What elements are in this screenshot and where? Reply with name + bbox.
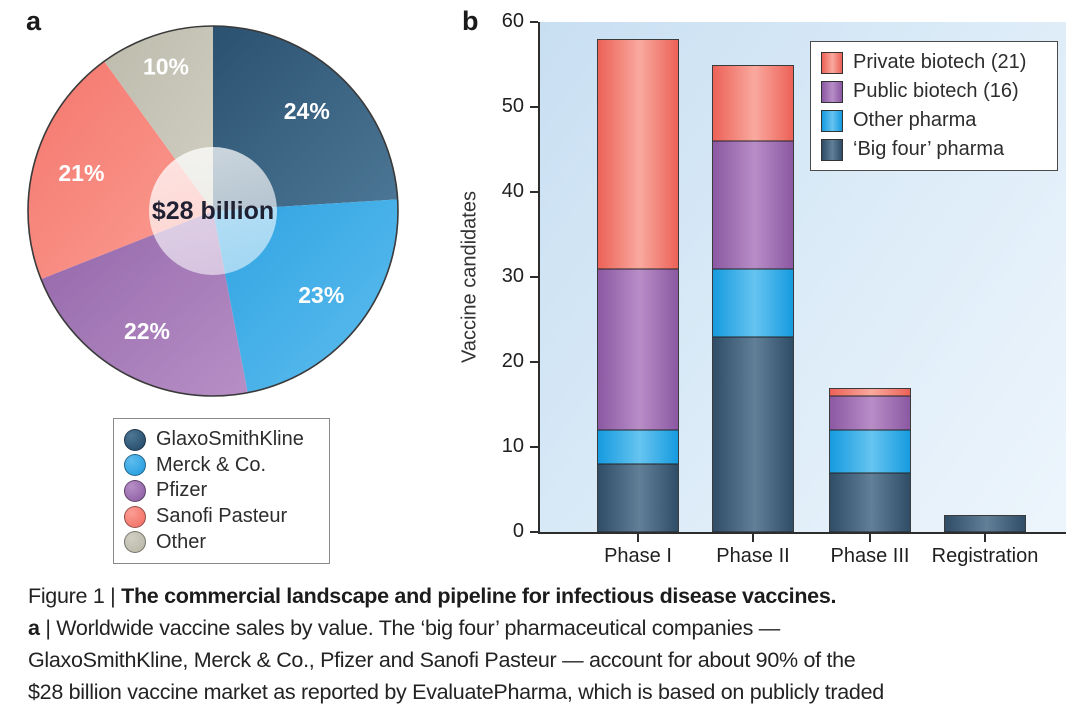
pie-legend-marker-icon xyxy=(124,505,146,528)
bar-segment-public-biotech-16- xyxy=(829,396,911,430)
bar-legend-label: ‘Big four’ pharma xyxy=(853,138,1005,160)
pie-percent-label: 22% xyxy=(124,318,170,344)
pie-legend-marker-icon xyxy=(124,428,146,451)
pie-legend-marker-icon xyxy=(124,479,146,502)
caption-line-2: a | Worldwide vaccine sales by value. Th… xyxy=(28,612,1063,644)
bar-segment-other-pharma xyxy=(712,268,794,337)
bar-legend-marker-icon xyxy=(821,109,843,132)
bar-legend-item: Other pharma xyxy=(821,108,1047,133)
bar-segment-other-pharma xyxy=(829,430,911,473)
pie-legend-label: Other xyxy=(156,530,207,553)
figure-caption: Figure 1 | The commercial landscape and … xyxy=(28,580,1063,708)
bar-legend-label: Public biotech (16) xyxy=(853,80,1019,102)
y-axis-tick-label: 10 xyxy=(501,435,524,457)
x-category-label: Phase I xyxy=(604,545,672,567)
y-axis-tick xyxy=(530,191,538,193)
bar-segment--big-four-pharma xyxy=(597,464,679,532)
x-category-label: Phase II xyxy=(716,545,790,567)
y-axis-line xyxy=(538,22,540,534)
pie-legend-label: Merck & Co. xyxy=(156,453,267,476)
y-axis-tick xyxy=(530,106,538,108)
y-axis-tick-label: 20 xyxy=(501,350,524,372)
pie-center-label: $28 billion xyxy=(151,196,275,225)
y-axis-tick xyxy=(530,361,538,363)
bar-legend-item: Public biotech (16) xyxy=(821,79,1047,104)
pie-legend-label: GlaxoSmithKline xyxy=(156,428,304,451)
caption-figure-number: Figure 1 | xyxy=(28,584,122,608)
bar-legend: Private biotech (21) Public biotech (16) O… xyxy=(810,41,1058,171)
x-axis-tick xyxy=(869,534,871,542)
caption-line-4: $28 billion vaccine market as reported b… xyxy=(28,680,884,704)
caption-panel-a-ref: a xyxy=(28,616,40,640)
bar-segment-public-biotech-16- xyxy=(712,141,794,269)
pie-percent-label: 24% xyxy=(284,98,330,124)
x-category-label: Phase III xyxy=(830,545,910,567)
bar-segment-other-pharma xyxy=(597,430,679,464)
bar-segment--big-four-pharma xyxy=(944,515,1026,532)
bar-legend-label: Other pharma xyxy=(853,109,977,131)
bar-segment--big-four-pharma xyxy=(829,472,911,532)
caption-line-2-text: | Worldwide vaccine sales by value. The … xyxy=(39,616,780,640)
y-axis-tick xyxy=(530,21,538,23)
y-axis-tick xyxy=(530,531,538,533)
x-axis-tick xyxy=(752,534,754,542)
bar-segment-private-biotech-21- xyxy=(829,387,911,396)
y-axis-tick-label: 60 xyxy=(501,10,524,32)
pie-percent-label: 23% xyxy=(298,282,344,308)
bar-legend-label: Private biotech (21) xyxy=(853,51,1027,73)
bar-legend-marker-icon xyxy=(821,51,843,74)
panel-b-label: b xyxy=(462,6,479,36)
y-axis-tick-label: 50 xyxy=(501,95,524,117)
pie-legend: GlaxoSmithKline Merck & Co. Pfizer Sanofi P… xyxy=(113,418,330,564)
y-axis-tick-label: 30 xyxy=(501,265,524,287)
x-axis-tick xyxy=(637,534,639,542)
bar-legend-marker-icon xyxy=(821,80,843,103)
x-axis-tick xyxy=(984,534,986,542)
pie-percent-label: 21% xyxy=(58,160,104,186)
pie-legend-label: Pfizer xyxy=(156,479,208,502)
caption-title: The commercial landscape and pipeline fo… xyxy=(121,584,837,608)
y-axis-tick-label: 40 xyxy=(501,180,524,202)
pie-legend-label: Sanofi Pasteur xyxy=(156,505,288,528)
bar-segment-private-biotech-21- xyxy=(712,64,794,141)
bar-segment-public-biotech-16- xyxy=(597,268,679,430)
bar-legend-marker-icon xyxy=(821,138,843,161)
x-axis-line xyxy=(538,532,1066,534)
pie-legend-item: Sanofi Pasteur xyxy=(124,505,319,528)
bar-legend-item: Private biotech (21) xyxy=(821,50,1047,75)
pie-slice-glaxosmithkline xyxy=(213,26,398,211)
pie-legend-marker-icon xyxy=(124,531,146,554)
pie-outline xyxy=(27,25,399,397)
pie-legend-item: Other xyxy=(124,531,319,554)
y-axis-tick xyxy=(530,276,538,278)
bar-segment-private-biotech-21- xyxy=(597,39,679,269)
x-category-label: Registration xyxy=(931,545,1039,567)
bar-legend-item: ‘Big four’ pharma xyxy=(821,137,1047,162)
panel-a-label: a xyxy=(26,6,42,36)
pie-legend-item: Merck & Co. xyxy=(124,454,319,477)
bar-segment--big-four-pharma xyxy=(712,336,794,532)
caption-line-3: GlaxoSmithKline, Merck & Co., Pfizer and… xyxy=(28,648,856,672)
pie-center-overlay: $28 billion xyxy=(149,147,277,275)
pie-legend-item: Pfizer xyxy=(124,479,319,502)
y-axis-tick xyxy=(530,446,538,448)
pie-percent-label: 10% xyxy=(143,53,189,79)
y-axis-tick-label: 0 xyxy=(512,520,524,542)
caption-line-1: Figure 1 | The commercial landscape and … xyxy=(28,580,1063,612)
pie-legend-marker-icon xyxy=(124,454,146,477)
pie-legend-item: GlaxoSmithKline xyxy=(124,428,319,451)
